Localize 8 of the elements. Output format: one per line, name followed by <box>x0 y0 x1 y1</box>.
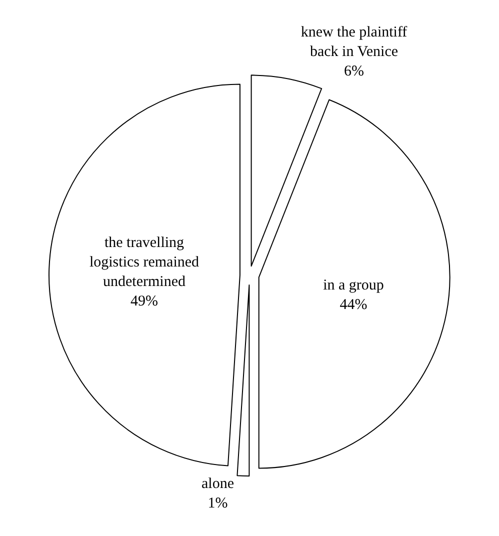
data-label: 49% <box>130 293 158 310</box>
data-label: 6% <box>344 64 364 80</box>
slice-label: the travelling logistics remained undetermined <box>89 234 200 290</box>
data-label: 1% <box>208 495 228 512</box>
data-label: 44% <box>340 297 368 314</box>
slice-label: in a group <box>323 278 384 294</box>
slice-label: knew the plaintiff back in Venice <box>300 24 408 60</box>
slice-label: alone <box>202 476 234 492</box>
